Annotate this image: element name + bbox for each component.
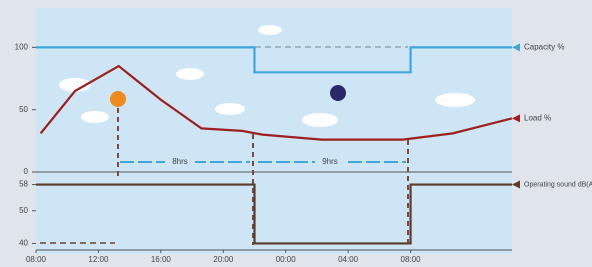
y-tick-label: 0: [24, 167, 29, 176]
legend-arrow: [512, 43, 520, 51]
legend-arrow: [512, 114, 520, 122]
legend-label: Capacity %: [524, 42, 564, 51]
plot-background: [36, 8, 512, 254]
x-tick-label: 08:00: [401, 255, 422, 264]
moon-icon: [330, 85, 346, 101]
y-tick-label: 50: [19, 206, 28, 215]
x-tick-label: 04:00: [338, 255, 359, 264]
x-tick-label: 20:00: [213, 255, 234, 264]
y-tick-label: 58: [19, 180, 28, 189]
legend-label: Operating sound dB(A): [524, 181, 592, 188]
chart: 8hrs 9hrs 0 50 100 Capacity % Load % 40 50 58 08…: [0, 0, 592, 267]
page: 8hrs 9hrs 0 50 100 Capacity % Load % 40 50 58 08…: [0, 0, 592, 267]
y-tick-label: 100: [15, 42, 29, 51]
duration-label: 9hrs: [322, 157, 338, 166]
y-tick-label: 50: [19, 105, 28, 114]
y-tick-label: 40: [19, 239, 28, 248]
x-tick-label: 12:00: [88, 255, 109, 264]
legend-arrow: [512, 181, 520, 189]
duration-label: 8hrs: [172, 157, 188, 166]
legend-label: Load %: [524, 114, 551, 123]
x-tick-label: 00:00: [276, 255, 297, 264]
x-tick-label: 08:00: [26, 255, 47, 264]
sun-icon: [110, 91, 126, 107]
x-tick-label: 16:00: [151, 255, 172, 264]
